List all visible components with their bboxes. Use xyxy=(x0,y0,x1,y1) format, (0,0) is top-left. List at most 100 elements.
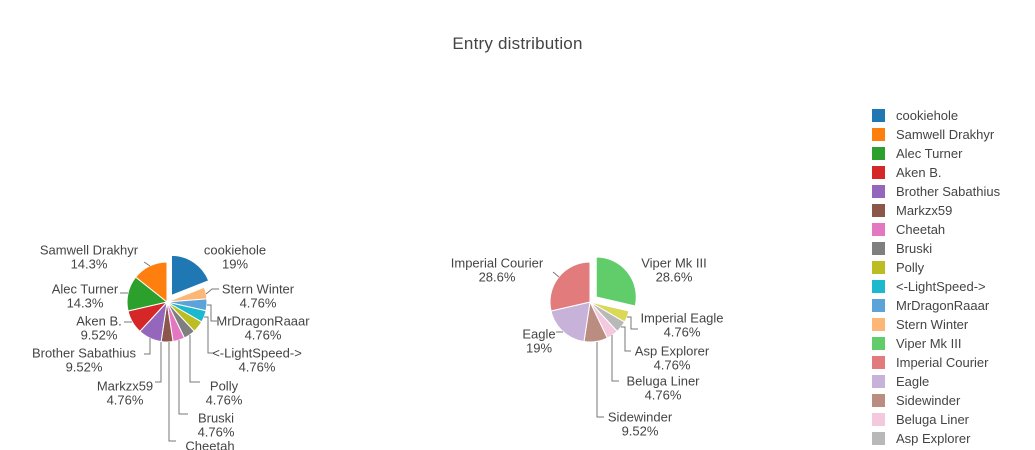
slice-label-pct-stern-winter: 4.76% xyxy=(240,296,277,311)
legend-item-label: Markzx59 xyxy=(896,203,953,218)
slice-label-name-bruski: Bruski xyxy=(198,411,234,426)
legend-item-cookiehole[interactable]: cookiehole xyxy=(872,106,1000,125)
legend-swatch-sidewinder xyxy=(872,394,885,407)
pie-slice-viper-mk-iii[interactable] xyxy=(595,256,637,307)
slice-label-pct-eagle: 19% xyxy=(526,341,552,356)
slice-label-pct-imperial-courier: 28.6% xyxy=(479,270,516,285)
slice-label-pct-bruski: 4.76% xyxy=(198,425,235,440)
legend-swatch-cookiehole xyxy=(872,109,885,122)
legend-item-label: Eagle xyxy=(896,374,930,389)
legend-item-label: cookiehole xyxy=(896,108,959,123)
slice-label-pct-alec-turner: 14.3% xyxy=(67,296,104,311)
leader-line-asp-explorer xyxy=(621,326,631,352)
slice-label-pct-polly: 4.76% xyxy=(206,393,243,408)
legend-swatch-beluga-liner xyxy=(872,413,885,426)
legend-item-aken-b[interactable]: Aken B. xyxy=(872,163,1000,182)
legend-item-markzx59[interactable]: Markzx59 xyxy=(872,201,1000,220)
legend-item-cheetah[interactable]: Cheetah xyxy=(872,220,1000,239)
legend-item-label: Viper Mk III xyxy=(896,336,962,351)
legend-swatch-markzx59 xyxy=(872,204,885,217)
slice-label-name-mrdragonraaar: MrDragonRaaar xyxy=(216,314,310,329)
leader-line-stern-winter xyxy=(205,288,219,295)
slice-label-name-eagle: Eagle xyxy=(522,327,555,342)
legend-item-asp-explorer[interactable]: Asp Explorer xyxy=(872,429,1000,448)
legend-item-label: Asp Explorer xyxy=(896,431,971,446)
slice-label-name-lightspeed: <-LightSpeed-> xyxy=(212,346,302,361)
legend-swatch-viper-mk-iii xyxy=(872,337,885,350)
leader-line-cheetah xyxy=(168,342,176,442)
legend-item-label: Bruski xyxy=(896,241,933,256)
legend-swatch-aken-b xyxy=(872,166,885,179)
pie-slice-cookiehole[interactable] xyxy=(170,254,210,297)
leader-line-polly xyxy=(189,335,200,383)
legend-item-imperial-courier[interactable]: Imperial Courier xyxy=(872,353,1000,372)
slice-label-pct-cookiehole: 19% xyxy=(222,257,248,272)
slice-label-pct-samwell-drakhyr: 14.3% xyxy=(71,257,108,272)
leader-line-lightspeed xyxy=(204,316,214,354)
slice-label-name-stern-winter: Stern Winter xyxy=(222,282,295,297)
legend-item-label: Aken B. xyxy=(896,165,942,180)
slice-label-pct-viper-mk-iii: 28.6% xyxy=(656,270,693,285)
legend-item-lightspeed[interactable]: <-LightSpeed-> xyxy=(872,277,1000,296)
leader-line-samwell-drakhyr xyxy=(143,261,151,267)
slice-label-name-imperial-courier: Imperial Courier xyxy=(451,256,544,271)
slice-label-name-alec-turner: Alec Turner xyxy=(52,282,119,297)
leader-line-beluga-liner xyxy=(611,335,619,382)
legend-item-label: Stern Winter xyxy=(896,317,969,332)
slice-label-name-aken-b: Aken B. xyxy=(76,314,122,329)
legend-item-bruski[interactable]: Bruski xyxy=(872,239,1000,258)
legend-item-brother-sabathius[interactable]: Brother Sabathius xyxy=(872,182,1000,201)
legend-swatch-stern-winter xyxy=(872,318,885,331)
legend-item-label: MrDragonRaaar xyxy=(896,298,990,313)
slice-label-name-polly: Polly xyxy=(210,379,239,394)
slice-label-name-asp-explorer: Asp Explorer xyxy=(635,344,710,359)
legend-item-beluga-liner[interactable]: Beluga Liner xyxy=(872,410,1000,429)
legend-item-label: Brother Sabathius xyxy=(896,184,1001,199)
legend-swatch-asp-explorer xyxy=(872,432,885,445)
legend-swatch-cheetah xyxy=(872,223,885,236)
legend-swatch-imperial-courier xyxy=(872,356,885,369)
legend-item-samwell-drakhyr[interactable]: Samwell Drakhyr xyxy=(872,125,1000,144)
legend-item-sidewinder[interactable]: Sidewinder xyxy=(872,391,1000,410)
slice-label-name-beluga-liner: Beluga Liner xyxy=(627,374,701,389)
slice-label-name-cheetah: Cheetah xyxy=(185,439,234,450)
legend-swatch-brother-sabathius xyxy=(872,185,885,198)
legend-item-label: Alec Turner xyxy=(896,146,963,161)
legend-swatch-polly xyxy=(872,261,885,274)
slice-label-name-cookiehole: cookiehole xyxy=(204,243,266,258)
leader-line-imperial-eagle xyxy=(627,316,638,330)
slice-label-pct-beluga-liner: 4.76% xyxy=(645,388,682,403)
pie-slice-imperial-courier[interactable] xyxy=(549,261,591,312)
legend-item-label: Samwell Drakhyr xyxy=(896,127,995,142)
legend-item-eagle[interactable]: Eagle xyxy=(872,372,1000,391)
legend-item-label: Beluga Liner xyxy=(896,412,969,427)
legend-item-alec-turner[interactable]: Alec Turner xyxy=(872,144,1000,163)
legend-item-viper-mk-iii[interactable]: Viper Mk III xyxy=(872,334,1000,353)
slice-label-name-samwell-drakhyr: Samwell Drakhyr xyxy=(40,243,139,258)
legend-swatch-eagle xyxy=(872,375,885,388)
slice-label-name-brother-sabathius: Brother Sabathius xyxy=(32,346,137,361)
legend-item-polly[interactable]: Polly xyxy=(872,258,1000,277)
slice-label-name-viper-mk-iii: Viper Mk III xyxy=(641,256,707,271)
chart-title: Entry distribution xyxy=(452,34,583,53)
leader-line-sidewinder xyxy=(596,342,604,418)
leader-line-markzx59 xyxy=(155,342,162,383)
slice-label-pct-imperial-eagle: 4.76% xyxy=(664,325,701,340)
legend-swatch-mrdragonraaar xyxy=(872,299,885,312)
leader-line-brother-sabathius xyxy=(144,338,151,355)
legend-item-stern-winter[interactable]: Stern Winter xyxy=(872,315,1000,334)
legend-swatch-bruski xyxy=(872,242,885,255)
leader-line-mrdragonraaar xyxy=(207,304,217,322)
legend-swatch-alec-turner xyxy=(872,147,885,160)
legend-item-label: Polly xyxy=(896,260,925,275)
slice-label-pct-brother-sabathius: 9.52% xyxy=(66,360,103,375)
pie-slice-eagle[interactable] xyxy=(550,301,591,343)
legend-item-mrdragonraaar[interactable]: MrDragonRaaar xyxy=(872,296,1000,315)
slice-label-pct-lightspeed: 4.76% xyxy=(239,360,276,375)
legend-item-label: Cheetah xyxy=(896,222,946,237)
slice-label-pct-mrdragonraaar: 4.76% xyxy=(245,328,282,343)
legend-swatch-samwell-drakhyr xyxy=(872,128,885,141)
